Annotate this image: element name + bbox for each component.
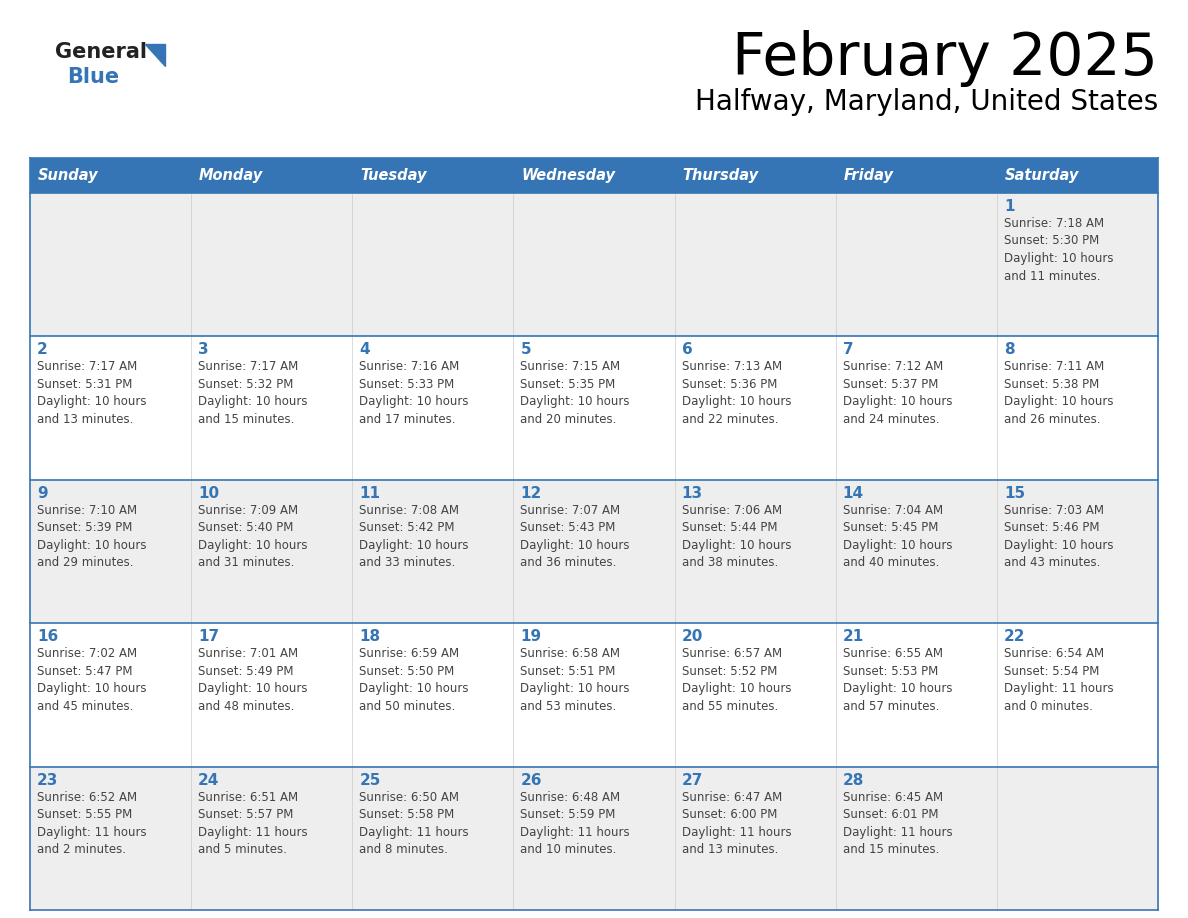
Text: 2: 2 xyxy=(37,342,48,357)
Text: 18: 18 xyxy=(359,629,380,644)
Text: Sunrise: 6:58 AM
Sunset: 5:51 PM
Daylight: 10 hours
and 53 minutes.: Sunrise: 6:58 AM Sunset: 5:51 PM Dayligh… xyxy=(520,647,630,712)
Text: 5: 5 xyxy=(520,342,531,357)
Text: Sunrise: 7:03 AM
Sunset: 5:46 PM
Daylight: 10 hours
and 43 minutes.: Sunrise: 7:03 AM Sunset: 5:46 PM Dayligh… xyxy=(1004,504,1113,569)
Text: General: General xyxy=(55,42,147,62)
Text: Sunday: Sunday xyxy=(38,168,99,183)
Text: 26: 26 xyxy=(520,773,542,788)
Text: Sunrise: 7:17 AM
Sunset: 5:32 PM
Daylight: 10 hours
and 15 minutes.: Sunrise: 7:17 AM Sunset: 5:32 PM Dayligh… xyxy=(198,361,308,426)
Text: Sunrise: 7:07 AM
Sunset: 5:43 PM
Daylight: 10 hours
and 36 minutes.: Sunrise: 7:07 AM Sunset: 5:43 PM Dayligh… xyxy=(520,504,630,569)
FancyBboxPatch shape xyxy=(30,193,1158,336)
Text: Sunrise: 6:51 AM
Sunset: 5:57 PM
Daylight: 11 hours
and 5 minutes.: Sunrise: 6:51 AM Sunset: 5:57 PM Dayligh… xyxy=(198,790,308,856)
Text: Sunrise: 7:15 AM
Sunset: 5:35 PM
Daylight: 10 hours
and 20 minutes.: Sunrise: 7:15 AM Sunset: 5:35 PM Dayligh… xyxy=(520,361,630,426)
Text: 4: 4 xyxy=(359,342,369,357)
Text: Sunrise: 7:12 AM
Sunset: 5:37 PM
Daylight: 10 hours
and 24 minutes.: Sunrise: 7:12 AM Sunset: 5:37 PM Dayligh… xyxy=(842,361,953,426)
Text: Halfway, Maryland, United States: Halfway, Maryland, United States xyxy=(695,88,1158,116)
Text: Sunrise: 7:16 AM
Sunset: 5:33 PM
Daylight: 10 hours
and 17 minutes.: Sunrise: 7:16 AM Sunset: 5:33 PM Dayligh… xyxy=(359,361,469,426)
Text: 21: 21 xyxy=(842,629,864,644)
Text: Sunrise: 6:48 AM
Sunset: 5:59 PM
Daylight: 11 hours
and 10 minutes.: Sunrise: 6:48 AM Sunset: 5:59 PM Dayligh… xyxy=(520,790,630,856)
FancyBboxPatch shape xyxy=(997,158,1158,193)
Text: 10: 10 xyxy=(198,486,220,501)
FancyBboxPatch shape xyxy=(191,158,353,193)
Text: 20: 20 xyxy=(682,629,703,644)
FancyBboxPatch shape xyxy=(353,158,513,193)
Text: 16: 16 xyxy=(37,629,58,644)
Text: 14: 14 xyxy=(842,486,864,501)
Text: 23: 23 xyxy=(37,773,58,788)
Text: 19: 19 xyxy=(520,629,542,644)
FancyBboxPatch shape xyxy=(30,767,1158,910)
Text: 7: 7 xyxy=(842,342,853,357)
Text: Sunrise: 7:06 AM
Sunset: 5:44 PM
Daylight: 10 hours
and 38 minutes.: Sunrise: 7:06 AM Sunset: 5:44 PM Dayligh… xyxy=(682,504,791,569)
FancyBboxPatch shape xyxy=(30,623,1158,767)
Text: Blue: Blue xyxy=(67,67,119,87)
Text: 15: 15 xyxy=(1004,486,1025,501)
Text: Sunrise: 6:57 AM
Sunset: 5:52 PM
Daylight: 10 hours
and 55 minutes.: Sunrise: 6:57 AM Sunset: 5:52 PM Dayligh… xyxy=(682,647,791,712)
Text: Sunrise: 6:52 AM
Sunset: 5:55 PM
Daylight: 11 hours
and 2 minutes.: Sunrise: 6:52 AM Sunset: 5:55 PM Dayligh… xyxy=(37,790,146,856)
FancyBboxPatch shape xyxy=(30,336,1158,480)
Text: 6: 6 xyxy=(682,342,693,357)
Text: Sunrise: 7:09 AM
Sunset: 5:40 PM
Daylight: 10 hours
and 31 minutes.: Sunrise: 7:09 AM Sunset: 5:40 PM Dayligh… xyxy=(198,504,308,569)
Text: Sunrise: 7:10 AM
Sunset: 5:39 PM
Daylight: 10 hours
and 29 minutes.: Sunrise: 7:10 AM Sunset: 5:39 PM Dayligh… xyxy=(37,504,146,569)
Text: Sunrise: 6:47 AM
Sunset: 6:00 PM
Daylight: 11 hours
and 13 minutes.: Sunrise: 6:47 AM Sunset: 6:00 PM Dayligh… xyxy=(682,790,791,856)
Text: Friday: Friday xyxy=(843,168,893,183)
FancyBboxPatch shape xyxy=(835,158,997,193)
Text: 1: 1 xyxy=(1004,199,1015,214)
Text: Sunrise: 7:01 AM
Sunset: 5:49 PM
Daylight: 10 hours
and 48 minutes.: Sunrise: 7:01 AM Sunset: 5:49 PM Dayligh… xyxy=(198,647,308,712)
Text: Sunrise: 7:04 AM
Sunset: 5:45 PM
Daylight: 10 hours
and 40 minutes.: Sunrise: 7:04 AM Sunset: 5:45 PM Dayligh… xyxy=(842,504,953,569)
Text: 13: 13 xyxy=(682,486,702,501)
Text: 3: 3 xyxy=(198,342,209,357)
Text: 9: 9 xyxy=(37,486,48,501)
Text: Monday: Monday xyxy=(200,168,264,183)
FancyBboxPatch shape xyxy=(675,158,835,193)
Text: 28: 28 xyxy=(842,773,864,788)
Text: 11: 11 xyxy=(359,486,380,501)
Text: 22: 22 xyxy=(1004,629,1025,644)
Text: Sunrise: 6:55 AM
Sunset: 5:53 PM
Daylight: 10 hours
and 57 minutes.: Sunrise: 6:55 AM Sunset: 5:53 PM Dayligh… xyxy=(842,647,953,712)
Text: 8: 8 xyxy=(1004,342,1015,357)
FancyBboxPatch shape xyxy=(513,158,675,193)
Text: Tuesday: Tuesday xyxy=(360,168,426,183)
Text: Sunrise: 7:18 AM
Sunset: 5:30 PM
Daylight: 10 hours
and 11 minutes.: Sunrise: 7:18 AM Sunset: 5:30 PM Dayligh… xyxy=(1004,217,1113,283)
Text: Sunrise: 7:08 AM
Sunset: 5:42 PM
Daylight: 10 hours
and 33 minutes.: Sunrise: 7:08 AM Sunset: 5:42 PM Dayligh… xyxy=(359,504,469,569)
Text: 12: 12 xyxy=(520,486,542,501)
Text: Sunrise: 7:17 AM
Sunset: 5:31 PM
Daylight: 10 hours
and 13 minutes.: Sunrise: 7:17 AM Sunset: 5:31 PM Dayligh… xyxy=(37,361,146,426)
Text: Sunrise: 6:50 AM
Sunset: 5:58 PM
Daylight: 11 hours
and 8 minutes.: Sunrise: 6:50 AM Sunset: 5:58 PM Dayligh… xyxy=(359,790,469,856)
Text: Sunrise: 6:54 AM
Sunset: 5:54 PM
Daylight: 11 hours
and 0 minutes.: Sunrise: 6:54 AM Sunset: 5:54 PM Dayligh… xyxy=(1004,647,1113,712)
FancyBboxPatch shape xyxy=(30,158,191,193)
Text: Sunrise: 6:59 AM
Sunset: 5:50 PM
Daylight: 10 hours
and 50 minutes.: Sunrise: 6:59 AM Sunset: 5:50 PM Dayligh… xyxy=(359,647,469,712)
Text: Thursday: Thursday xyxy=(683,168,759,183)
Text: 17: 17 xyxy=(198,629,220,644)
Text: February 2025: February 2025 xyxy=(732,30,1158,87)
Text: Sunrise: 6:45 AM
Sunset: 6:01 PM
Daylight: 11 hours
and 15 minutes.: Sunrise: 6:45 AM Sunset: 6:01 PM Dayligh… xyxy=(842,790,953,856)
Text: Saturday: Saturday xyxy=(1005,168,1079,183)
Text: 24: 24 xyxy=(198,773,220,788)
Text: 27: 27 xyxy=(682,773,703,788)
Text: 25: 25 xyxy=(359,773,380,788)
Text: Sunrise: 7:13 AM
Sunset: 5:36 PM
Daylight: 10 hours
and 22 minutes.: Sunrise: 7:13 AM Sunset: 5:36 PM Dayligh… xyxy=(682,361,791,426)
FancyBboxPatch shape xyxy=(30,480,1158,623)
Text: Sunrise: 7:02 AM
Sunset: 5:47 PM
Daylight: 10 hours
and 45 minutes.: Sunrise: 7:02 AM Sunset: 5:47 PM Dayligh… xyxy=(37,647,146,712)
Polygon shape xyxy=(145,44,165,66)
Text: Wednesday: Wednesday xyxy=(522,168,615,183)
Text: Sunrise: 7:11 AM
Sunset: 5:38 PM
Daylight: 10 hours
and 26 minutes.: Sunrise: 7:11 AM Sunset: 5:38 PM Dayligh… xyxy=(1004,361,1113,426)
